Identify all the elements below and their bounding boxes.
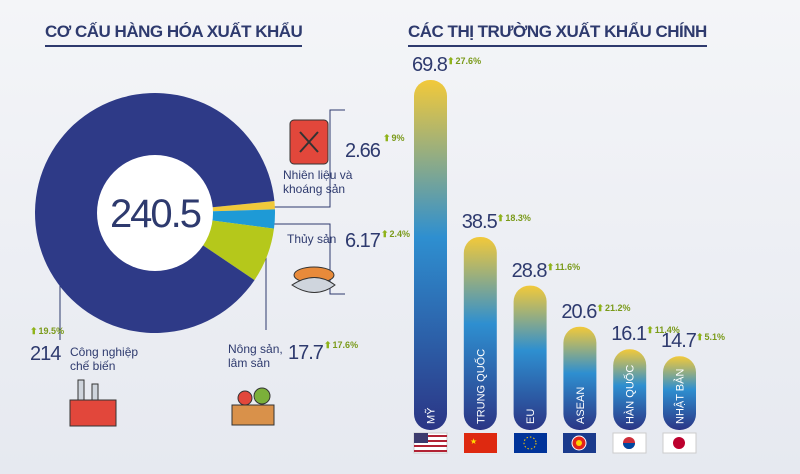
category-label: EU bbox=[525, 409, 537, 424]
value-label: 14.7 bbox=[661, 330, 697, 353]
bar bbox=[463, 236, 497, 430]
category-label: MỸ bbox=[425, 407, 438, 424]
growth-label: 27.6% bbox=[447, 56, 482, 67]
flags: ★ bbox=[413, 432, 697, 454]
value-label: 38.5 bbox=[461, 210, 498, 233]
chart-title: CƠ CẤU HÀNG HÓA XUẤT KHẨU bbox=[45, 22, 303, 47]
bar bbox=[663, 356, 696, 430]
bar bbox=[563, 326, 597, 430]
growth-label: 21.2% bbox=[596, 303, 631, 314]
category-label: TRUNG QUỐC bbox=[473, 349, 487, 424]
icons bbox=[69, 119, 336, 427]
segment-name: Nông sản, lâm sản bbox=[228, 342, 283, 370]
value-label: 69.8 bbox=[412, 54, 448, 76]
center-total: 240.5 bbox=[110, 192, 201, 236]
svg-text:★: ★ bbox=[470, 437, 477, 446]
growth-label: 5.1% bbox=[696, 332, 726, 343]
growth-label: 18.3% bbox=[497, 213, 531, 224]
donut-hole bbox=[97, 155, 213, 271]
bar bbox=[513, 285, 547, 430]
bar bbox=[613, 349, 647, 430]
value-label: 28.8 bbox=[511, 259, 548, 282]
category-label: NHẬT BẢN bbox=[674, 369, 687, 424]
value-label: 16.1 bbox=[611, 323, 647, 346]
category-label: ASEAN bbox=[575, 387, 587, 424]
segment-name: Công nghiệp chế biến bbox=[70, 345, 139, 373]
segment-value: 6.17 bbox=[345, 230, 381, 252]
bar bbox=[414, 80, 447, 430]
segment-name: Thủy sản bbox=[287, 232, 337, 246]
chart-title: CÁC THỊ TRƯỜNG XUẤT KHẨU CHÍNH bbox=[408, 22, 707, 47]
segment-value: 2.66 bbox=[345, 140, 381, 162]
category-label: HÀN QUỐC bbox=[623, 365, 637, 424]
segment-value: 214 bbox=[30, 343, 61, 365]
segment-growth: 17.6% bbox=[324, 340, 359, 351]
segment-name: Nhiên liệu và khoáng sản bbox=[283, 168, 353, 196]
segment-growth: 9% bbox=[383, 133, 405, 144]
growth-label: 11.6% bbox=[547, 262, 580, 273]
segment-value: 17.7 bbox=[288, 342, 324, 364]
segment-growth: 2.4% bbox=[381, 229, 411, 240]
growth-label: 11.4% bbox=[646, 325, 680, 336]
value-label: 20.6 bbox=[561, 300, 597, 323]
segment-growth: 19.5% bbox=[30, 326, 65, 337]
